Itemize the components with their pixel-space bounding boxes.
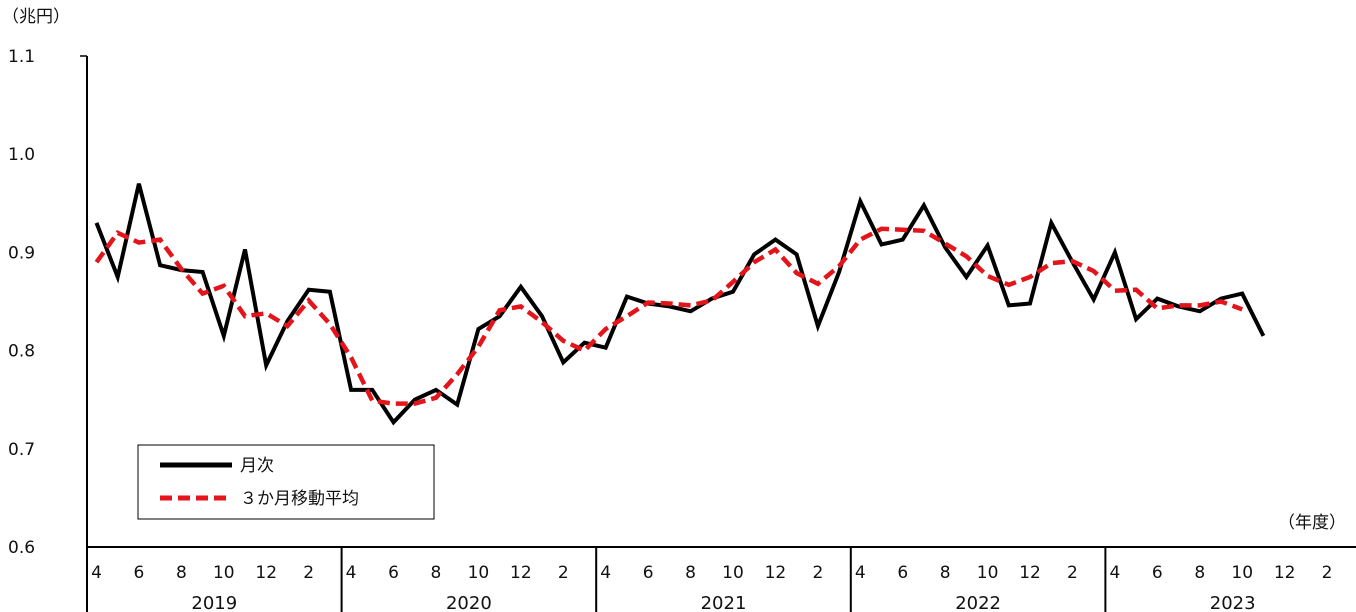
x-tick-label: 10: [468, 563, 490, 583]
x-tick-label: 8: [940, 563, 951, 583]
year-label: 2023: [1210, 593, 1256, 612]
y-tick-label: 1.0: [8, 145, 35, 165]
y-tick-label: 0.8: [8, 342, 35, 362]
x-tick-label: 12: [1274, 563, 1296, 583]
x-tick-label: 4: [855, 563, 866, 583]
x-tick-label: 6: [388, 563, 399, 583]
legend: 月次 ３か月移動平均: [137, 444, 435, 520]
x-tick-label: 10: [977, 563, 999, 583]
x-tick-label: 8: [685, 563, 696, 583]
x-tick-label: 10: [722, 563, 744, 583]
x-tick-label: 4: [1109, 563, 1120, 583]
x-tick-label: 4: [346, 563, 357, 583]
y-tick-label: 0.7: [8, 440, 35, 460]
x-tick-label: 2: [812, 563, 823, 583]
x-tick-label: 12: [510, 563, 532, 583]
x-tick-label: 12: [255, 563, 277, 583]
x-tick-label: 10: [1231, 563, 1253, 583]
x-tick-label: 2: [303, 563, 314, 583]
y-tick-label: 0.6: [8, 538, 35, 558]
series-line-monthly: [94, 183, 1266, 426]
legend-label-moving-average: ３か月移動平均: [240, 489, 359, 509]
x-tick-label: 2: [1322, 563, 1333, 583]
legend-label-monthly: 月次: [240, 456, 274, 476]
x-tick-label: 2: [1067, 563, 1078, 583]
series-line-moving-average: [94, 226, 1243, 406]
y-tick-label: 0.9: [8, 243, 35, 263]
x-tick-label: 10: [213, 563, 235, 583]
x-tick-label: 8: [431, 563, 442, 583]
x-tick-label: 6: [134, 563, 145, 583]
year-label: 2022: [955, 593, 1001, 612]
x-tick-label: 6: [643, 563, 654, 583]
x-tick-label: 12: [1019, 563, 1041, 583]
year-label: 2019: [191, 593, 237, 612]
x-tick-label: 8: [1194, 563, 1205, 583]
y-tick-label: 1.1: [8, 47, 35, 67]
year-label: 2021: [701, 593, 747, 612]
year-label: 2020: [446, 593, 492, 612]
x-tick-label: 6: [897, 563, 908, 583]
x-tick-label: 12: [765, 563, 787, 583]
y-unit-label: （兆円）: [2, 7, 70, 27]
x-tick-label: 8: [176, 563, 187, 583]
legend-box: [137, 444, 435, 520]
x-tick-label: 4: [600, 563, 611, 583]
x-tick-label: 2: [558, 563, 569, 583]
x-tick-label: 4: [91, 563, 102, 583]
x-unit-label: （年度）: [1278, 513, 1346, 533]
x-tick-label: 6: [1152, 563, 1163, 583]
